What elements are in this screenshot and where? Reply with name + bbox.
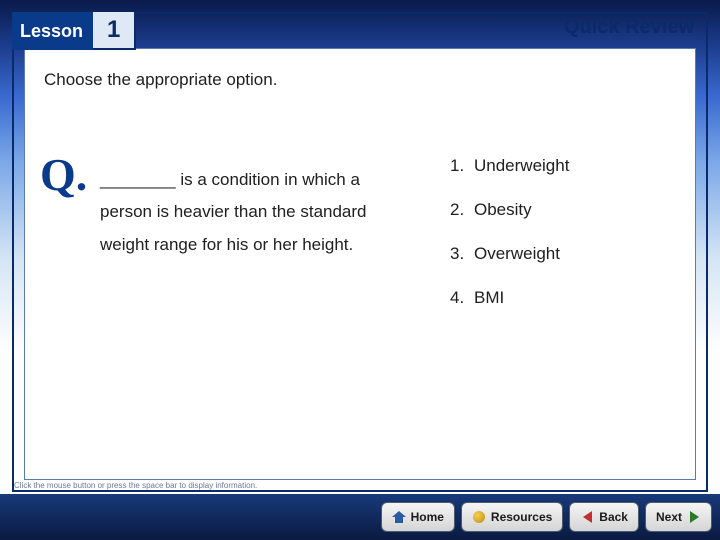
footer-nav: Home Resources Back Next bbox=[0, 494, 720, 540]
home-icon bbox=[392, 510, 406, 524]
option-label: Underweight bbox=[474, 156, 569, 176]
option-number: 2. bbox=[450, 200, 474, 220]
option-item[interactable]: 3. Overweight bbox=[450, 244, 569, 264]
next-arrow-icon bbox=[687, 510, 701, 524]
resources-label: Resources bbox=[491, 510, 552, 524]
resources-icon bbox=[472, 510, 486, 524]
option-number: 3. bbox=[450, 244, 474, 264]
option-label: Obesity bbox=[474, 200, 532, 220]
options-list: 1. Underweight 2. Obesity 3. Overweight … bbox=[450, 156, 569, 332]
instruction-text: Choose the appropriate option. bbox=[44, 70, 277, 90]
slide: Lesson 1 Quick Review Choose the appropr… bbox=[0, 0, 720, 540]
option-label: BMI bbox=[474, 288, 504, 308]
question-text: ________ is a condition in which a perso… bbox=[100, 164, 390, 261]
option-item[interactable]: 2. Obesity bbox=[450, 200, 569, 220]
option-item[interactable]: 4. BMI bbox=[450, 288, 569, 308]
question-marker: Q. bbox=[40, 148, 87, 201]
home-label: Home bbox=[411, 510, 444, 524]
option-label: Overweight bbox=[474, 244, 560, 264]
content-panel bbox=[24, 48, 696, 480]
back-button[interactable]: Back bbox=[569, 502, 639, 532]
lesson-number: 1 bbox=[93, 12, 136, 50]
next-label: Next bbox=[656, 510, 682, 524]
resources-button[interactable]: Resources bbox=[461, 502, 563, 532]
option-item[interactable]: 1. Underweight bbox=[450, 156, 569, 176]
back-label: Back bbox=[599, 510, 628, 524]
option-number: 1. bbox=[450, 156, 474, 176]
next-button[interactable]: Next bbox=[645, 502, 712, 532]
option-number: 4. bbox=[450, 288, 474, 308]
footer-hint: Click the mouse button or press the spac… bbox=[14, 481, 257, 490]
lesson-label: Lesson bbox=[12, 12, 93, 50]
back-arrow-icon bbox=[580, 510, 594, 524]
home-button[interactable]: Home bbox=[381, 502, 455, 532]
quick-review-title: Quick Review bbox=[564, 16, 694, 39]
lesson-tab: Lesson 1 bbox=[12, 12, 136, 50]
